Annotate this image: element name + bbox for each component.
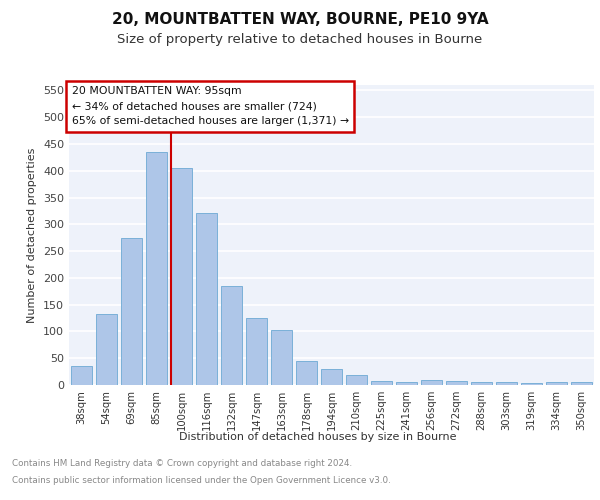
Bar — [171, 168, 192, 385]
Text: 20 MOUNTBATTEN WAY: 95sqm
← 34% of detached houses are smaller (724)
65% of semi: 20 MOUNTBATTEN WAY: 95sqm ← 34% of detac… — [71, 86, 349, 126]
Bar — [521, 383, 542, 385]
Text: Size of property relative to detached houses in Bourne: Size of property relative to detached ho… — [118, 32, 482, 46]
Bar — [496, 382, 517, 385]
Text: 20, MOUNTBATTEN WAY, BOURNE, PE10 9YA: 20, MOUNTBATTEN WAY, BOURNE, PE10 9YA — [112, 12, 488, 28]
Bar — [471, 382, 492, 385]
Bar — [321, 369, 342, 385]
Bar — [71, 366, 92, 385]
Bar — [571, 382, 592, 385]
Bar — [396, 382, 417, 385]
Text: Contains public sector information licensed under the Open Government Licence v3: Contains public sector information licen… — [12, 476, 391, 485]
Y-axis label: Number of detached properties: Number of detached properties — [28, 148, 37, 322]
Bar — [146, 152, 167, 385]
Bar — [121, 238, 142, 385]
Bar — [246, 318, 267, 385]
Bar — [196, 212, 217, 385]
Bar — [221, 286, 242, 385]
Bar — [546, 382, 567, 385]
Bar — [296, 361, 317, 385]
Bar — [346, 376, 367, 385]
Text: Contains HM Land Registry data © Crown copyright and database right 2024.: Contains HM Land Registry data © Crown c… — [12, 458, 352, 468]
Bar — [421, 380, 442, 385]
Bar — [96, 314, 117, 385]
Bar — [271, 330, 292, 385]
Bar — [371, 381, 392, 385]
Bar — [446, 380, 467, 385]
Text: Distribution of detached houses by size in Bourne: Distribution of detached houses by size … — [179, 432, 457, 442]
